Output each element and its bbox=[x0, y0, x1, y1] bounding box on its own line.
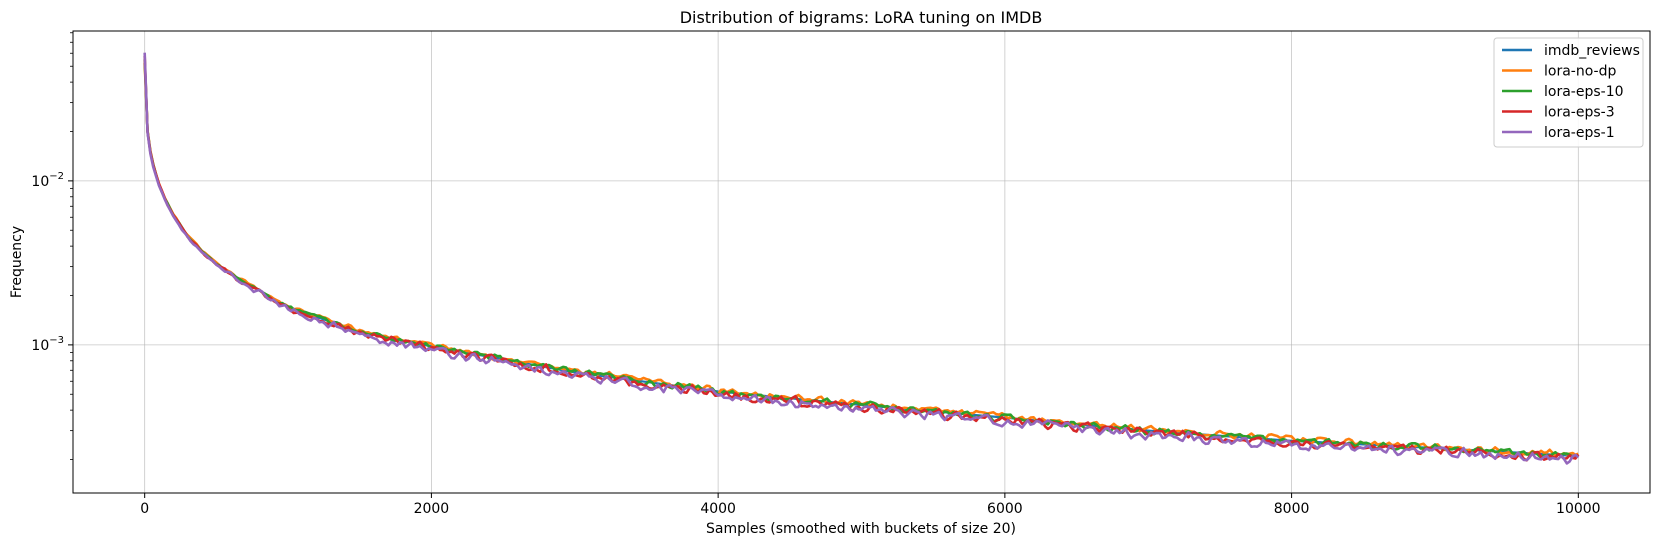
legend-label: lora-no-dp bbox=[1544, 64, 1616, 80]
legend-label: lora-eps-3 bbox=[1544, 105, 1615, 121]
x-tick-label: 4000 bbox=[700, 501, 736, 517]
x-tick-label: 10000 bbox=[1556, 501, 1601, 517]
legend-label: imdb_reviews bbox=[1544, 43, 1640, 59]
legend-label: lora-eps-1 bbox=[1544, 125, 1615, 141]
series-line-lora-eps-1 bbox=[143, 52, 1580, 465]
chart-title: Distribution of bigrams: LoRA tuning on … bbox=[680, 8, 1043, 27]
x-tick-label: 6000 bbox=[987, 501, 1023, 517]
x-axis-title: Samples (smoothed with buckets of size 2… bbox=[706, 521, 1016, 537]
x-tick-label: 0 bbox=[140, 501, 149, 517]
legend-box bbox=[1493, 37, 1644, 148]
plot-frame bbox=[72, 30, 1651, 494]
x-tick-label: 2000 bbox=[414, 501, 450, 517]
y-axis-title: Frequency bbox=[9, 226, 25, 298]
x-tick-label: 8000 bbox=[1274, 501, 1310, 517]
legend-label: lora-eps-10 bbox=[1544, 84, 1624, 100]
series-layer bbox=[143, 52, 1580, 465]
legend: imdb_reviews lora-no-dp lora-eps-10 lora-ep… bbox=[1493, 37, 1644, 148]
